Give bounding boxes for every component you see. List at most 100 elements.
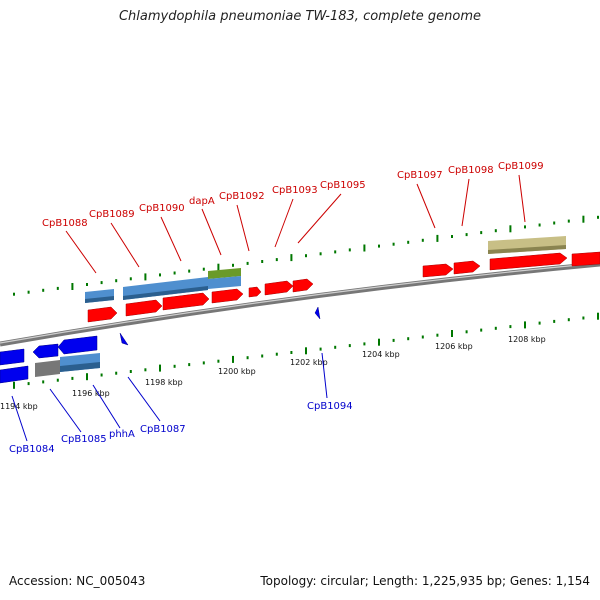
inner-tick <box>582 316 585 320</box>
outer-tick <box>115 279 118 283</box>
outer-tick <box>480 231 483 235</box>
scale-label: 1202 kbp <box>290 358 328 367</box>
outer-tick <box>524 225 526 229</box>
gene-label: CpB1099 <box>498 161 544 172</box>
scale-label: 1200 kbp <box>218 367 256 376</box>
label-leader-line <box>461 178 470 227</box>
label-leader-line <box>236 204 250 252</box>
label-leader-line <box>49 388 82 433</box>
outer-tick <box>173 271 176 275</box>
outer-tick <box>71 283 74 290</box>
inner-tick <box>334 345 337 349</box>
outer-tick <box>305 254 307 258</box>
inner-tick <box>246 356 249 360</box>
map-title: Chlamydophila pneumoniae TW-183, complet… <box>118 9 482 24</box>
feature-bar-blue <box>208 276 241 289</box>
inner-tick <box>451 330 453 337</box>
gene-label: CpB1087 <box>140 424 186 435</box>
feature-bar-khaki <box>488 245 566 254</box>
gene-cpb1092 <box>248 286 262 298</box>
outer-tick <box>363 244 366 252</box>
outer-tick <box>553 221 556 225</box>
inner-tick <box>71 376 74 380</box>
gene-label: CpB1092 <box>219 191 265 202</box>
outer-tick <box>129 277 132 281</box>
gene-dapa <box>211 288 244 304</box>
label-leader-line <box>518 174 526 223</box>
gene-cpb1089 <box>125 299 163 317</box>
outer-tick <box>246 261 249 265</box>
gene-label: CpB1085 <box>61 434 107 445</box>
gene-cpb1090 <box>162 292 210 311</box>
inner-tick <box>27 382 30 386</box>
inner-tick <box>436 333 439 337</box>
outer-tick <box>451 235 453 238</box>
inner-tick <box>363 342 366 346</box>
feature-bar-olive <box>208 268 241 279</box>
scale-label: 1208 kbp <box>508 335 546 344</box>
inner-tick <box>13 381 15 389</box>
scale-labels: 1194 kbp 1196 kbp 1198 kbp 1200 kbp 1202 kbp… <box>0 335 546 411</box>
gene-cpb1097 <box>422 263 454 278</box>
label-leader-line <box>321 352 328 399</box>
inner-tick <box>480 328 483 332</box>
outer-tick <box>378 244 380 248</box>
inner-tick <box>232 355 234 363</box>
inner-tick <box>290 351 293 354</box>
top-feature-row <box>85 236 566 303</box>
outer-tick <box>42 288 45 292</box>
feature-bar-blue <box>123 286 208 300</box>
outer-tick <box>159 273 161 277</box>
outer-tick <box>334 250 337 254</box>
scale-label: 1206 kbp <box>435 342 473 351</box>
inner-tick <box>129 370 132 373</box>
inner-tick <box>407 337 410 341</box>
inner-tick <box>553 319 556 323</box>
outer-tick <box>582 215 585 223</box>
outer-tick <box>13 292 15 296</box>
outer-tick <box>275 258 278 262</box>
bottom-feature-row <box>35 353 100 377</box>
outer-tick <box>509 225 512 233</box>
reverse-gene-labels: CpB1084 CpB1085 phhA CpB1087 CpB1094 <box>9 352 353 455</box>
outer-tick <box>86 283 88 286</box>
inner-tick <box>509 325 512 329</box>
gene-cpb1087 <box>119 332 129 346</box>
outer-tick <box>217 263 220 271</box>
outer-tick <box>538 223 541 227</box>
label-leader-line <box>274 198 294 248</box>
inner-tick <box>100 373 103 377</box>
gene-cpb1098 <box>453 260 481 275</box>
gene-label: CpB1084 <box>9 444 55 455</box>
outer-tick <box>261 260 264 263</box>
outer-tick <box>465 233 468 237</box>
inner-tick <box>319 347 322 351</box>
label-leader-line <box>160 216 182 262</box>
outer-tick-ring <box>13 215 599 296</box>
outer-tick <box>421 238 424 242</box>
inner-tick <box>305 347 307 355</box>
gene-label: CpB1088 <box>42 218 88 229</box>
gene-label: phhA <box>109 429 135 440</box>
inner-tick <box>348 344 351 348</box>
feature-bar-blue <box>60 362 100 372</box>
inner-tick <box>261 354 264 358</box>
scale-label: 1198 kbp <box>145 378 183 387</box>
outer-tick <box>348 248 351 252</box>
inner-tick <box>144 368 147 372</box>
gene-next <box>571 251 600 267</box>
label-leader-line <box>416 183 436 229</box>
inner-tick <box>173 364 176 368</box>
gene-cpb1085 <box>32 343 59 359</box>
gene-label: CpB1098 <box>448 165 494 176</box>
gene-label: CpB1094 <box>307 401 353 412</box>
accession-text: Accession: NC_005043 <box>9 574 146 588</box>
outer-tick <box>436 234 439 242</box>
outer-tick <box>319 252 322 256</box>
outer-tick <box>56 286 59 290</box>
inner-tick <box>538 321 541 325</box>
scale-label: 1194 kbp <box>0 402 38 411</box>
label-leader-line <box>110 222 140 268</box>
reverse-strand-genes <box>0 306 321 384</box>
scale-label: 1196 kbp <box>72 389 110 398</box>
